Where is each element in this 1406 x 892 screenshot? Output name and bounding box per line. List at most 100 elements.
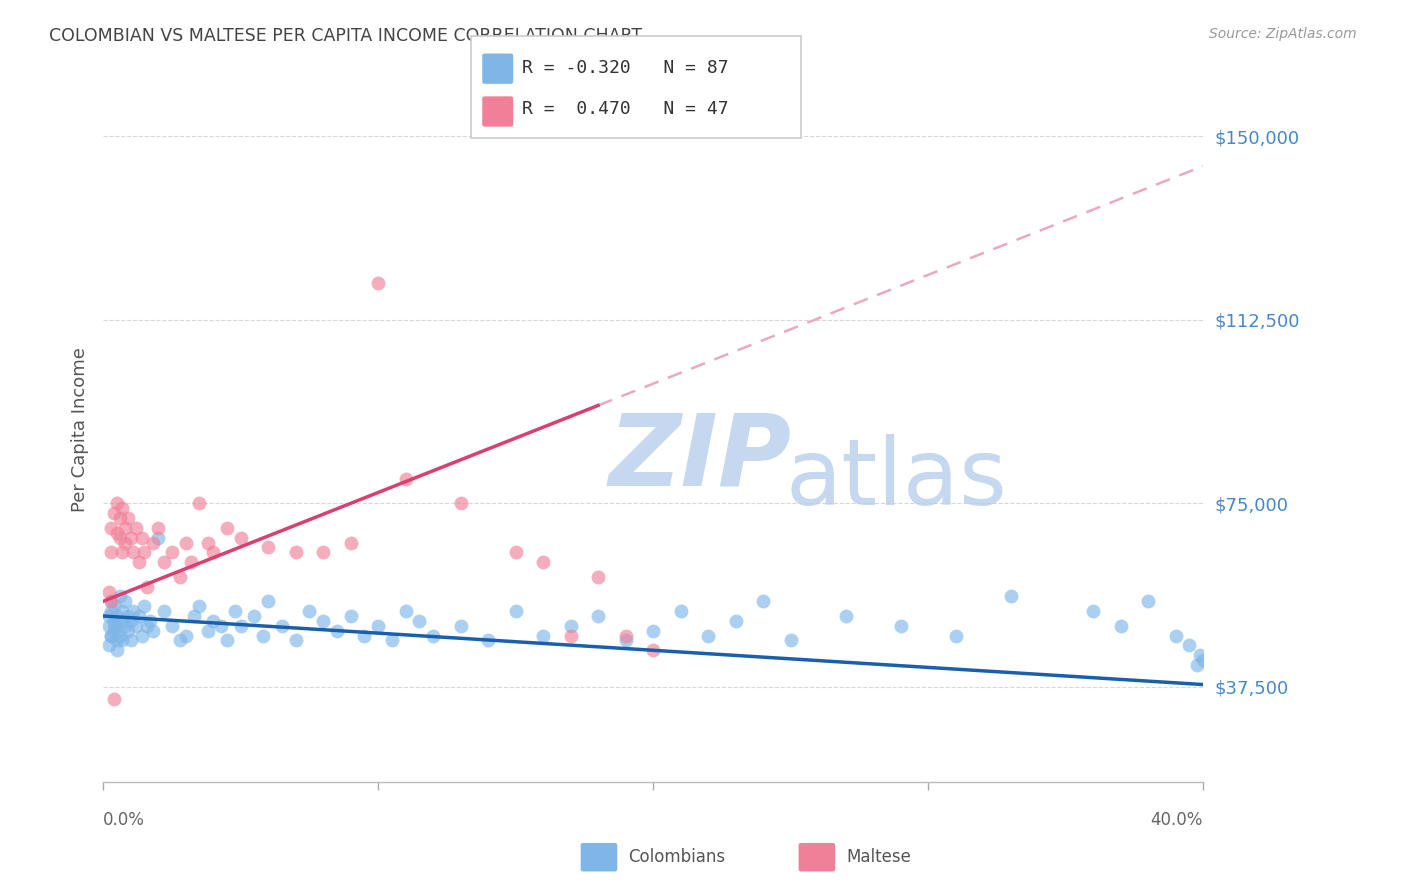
Point — [697, 629, 720, 643]
Y-axis label: Per Capita Income: Per Capita Income — [72, 348, 89, 512]
Point — [1187, 657, 1209, 672]
Point — [152, 555, 174, 569]
Point — [209, 619, 232, 633]
Point — [180, 555, 202, 569]
Point — [105, 609, 128, 624]
Point — [889, 619, 911, 633]
Point — [669, 604, 692, 618]
Point — [108, 629, 131, 643]
Text: 0.0%: 0.0% — [103, 811, 145, 829]
Point — [422, 629, 444, 643]
Point — [136, 619, 159, 633]
Point — [298, 604, 321, 618]
Point — [160, 545, 183, 559]
Point — [142, 535, 165, 549]
Point — [505, 604, 527, 618]
Point — [105, 619, 128, 633]
Point — [257, 541, 280, 555]
Point — [103, 692, 125, 706]
Point — [1109, 619, 1132, 633]
Point — [120, 633, 142, 648]
Point — [752, 594, 775, 608]
Point — [326, 624, 349, 638]
Text: ZIP: ZIP — [609, 409, 792, 507]
Point — [312, 614, 335, 628]
Point — [183, 609, 205, 624]
Point — [97, 639, 120, 653]
Point — [146, 531, 169, 545]
Point — [229, 619, 252, 633]
Point — [108, 590, 131, 604]
Point — [215, 521, 238, 535]
Point — [1081, 604, 1104, 618]
Point — [174, 629, 197, 643]
Point — [142, 624, 165, 638]
Point — [531, 555, 554, 569]
Point — [125, 521, 148, 535]
Point — [339, 609, 361, 624]
Text: Source: ZipAtlas.com: Source: ZipAtlas.com — [1209, 27, 1357, 41]
Point — [174, 535, 197, 549]
Text: 40.0%: 40.0% — [1150, 811, 1204, 829]
Point — [284, 633, 307, 648]
Point — [103, 624, 125, 638]
Point — [136, 580, 159, 594]
Point — [945, 629, 967, 643]
Point — [131, 629, 153, 643]
Point — [188, 496, 211, 510]
Point — [257, 594, 280, 608]
Point — [97, 584, 120, 599]
Point — [160, 619, 183, 633]
Point — [117, 609, 139, 624]
Point — [114, 521, 136, 535]
Point — [97, 619, 120, 633]
Point — [560, 619, 582, 633]
Point — [117, 511, 139, 525]
Text: atlas: atlas — [785, 434, 1007, 524]
Point — [560, 629, 582, 643]
Point — [1178, 639, 1201, 653]
Point — [243, 609, 266, 624]
Point — [117, 624, 139, 638]
Point — [105, 525, 128, 540]
Point — [114, 619, 136, 633]
Point — [215, 633, 238, 648]
Point — [284, 545, 307, 559]
Point — [103, 506, 125, 520]
Point — [188, 599, 211, 614]
Point — [586, 609, 609, 624]
Point — [105, 643, 128, 657]
Text: Colombians: Colombians — [628, 848, 725, 866]
Point — [100, 604, 122, 618]
Point — [152, 604, 174, 618]
Point — [114, 594, 136, 608]
Point — [1189, 648, 1212, 662]
Point — [229, 531, 252, 545]
Point — [100, 521, 122, 535]
Point — [450, 496, 472, 510]
Point — [381, 633, 404, 648]
Point — [224, 604, 246, 618]
Point — [146, 521, 169, 535]
Point — [120, 614, 142, 628]
Point — [202, 614, 225, 628]
Point — [614, 633, 637, 648]
Point — [103, 614, 125, 628]
Point — [100, 594, 122, 608]
Point — [122, 545, 145, 559]
Point — [114, 535, 136, 549]
Point — [125, 619, 148, 633]
Point — [270, 619, 292, 633]
Point — [128, 609, 150, 624]
Text: Maltese: Maltese — [846, 848, 911, 866]
Point — [834, 609, 856, 624]
Point — [779, 633, 801, 648]
Point — [394, 472, 416, 486]
Point — [197, 535, 219, 549]
Text: R =  0.470   N = 47: R = 0.470 N = 47 — [522, 100, 728, 118]
Point — [108, 511, 131, 525]
Point — [614, 629, 637, 643]
Point — [641, 624, 664, 638]
Point — [641, 643, 664, 657]
Point — [105, 496, 128, 510]
